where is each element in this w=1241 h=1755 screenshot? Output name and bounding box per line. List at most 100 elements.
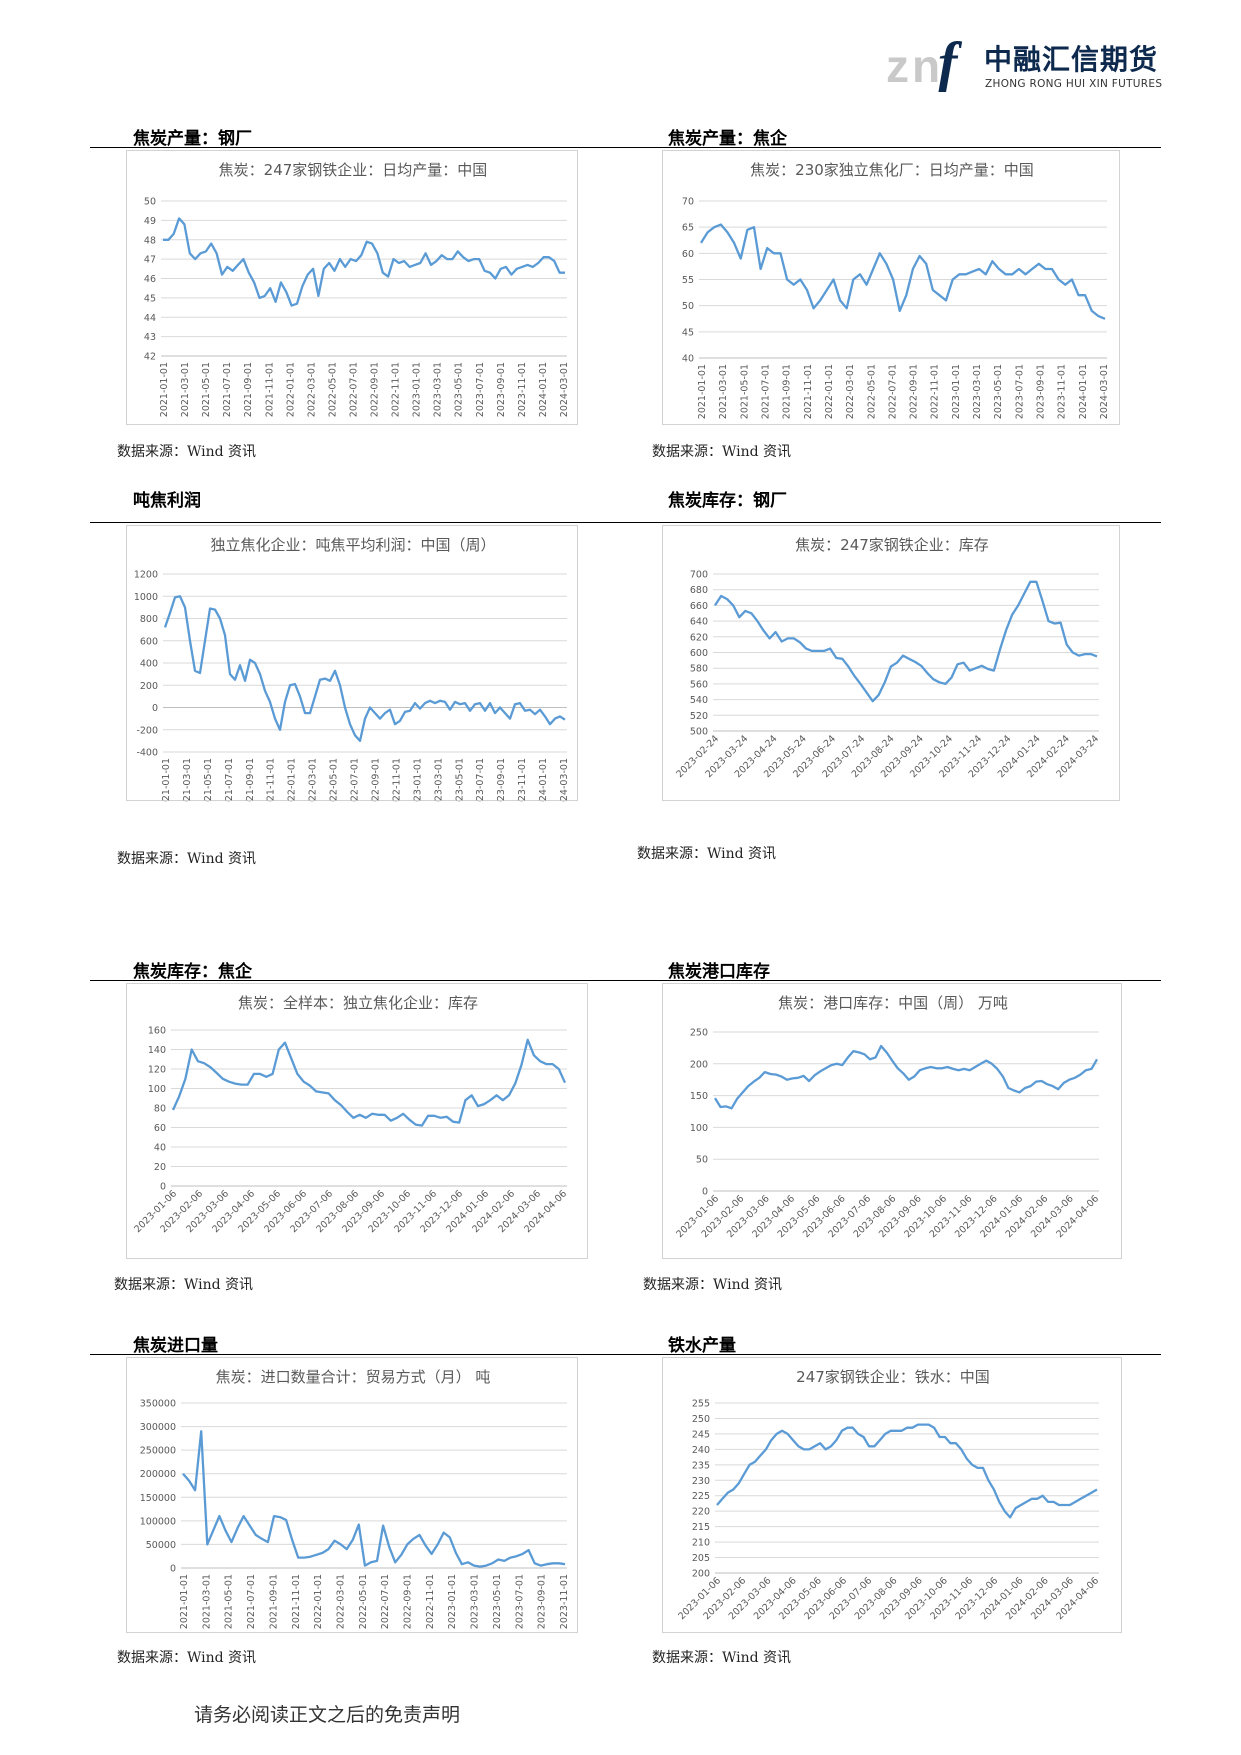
y-tick-label: 205 xyxy=(692,1553,710,1564)
y-tick-label: 42 xyxy=(144,352,156,363)
chart-coke-inventory-steel-mills: 焦炭：247家钢铁企业：库存 500 520 540 560 580 600 620 640 66… xyxy=(674,536,1101,780)
x-tick-label: 2024-01-01 xyxy=(538,758,549,802)
y-tick-label: 200 xyxy=(690,1059,708,1070)
section-title-coke-inventory-coking-plants: 焦炭库存：焦企 xyxy=(133,962,252,982)
x-tick-label: 2023-01-01 xyxy=(412,362,423,417)
y-tick-label: 200 xyxy=(140,681,158,692)
y-tick-label: 60 xyxy=(682,249,694,260)
y-tick-label: 240 xyxy=(692,1445,710,1456)
data-source-label: 数据来源：Wind 资讯 xyxy=(643,1277,783,1293)
y-tick-label: 120 xyxy=(148,1065,166,1076)
x-tick-label: 2023-05-01 xyxy=(454,758,465,802)
chart-coke-output-coking-plants: 焦炭：230家独立焦化厂：日均产量：中国 40 45 50 55 60 65 70 2021-0… xyxy=(682,161,1110,419)
y-tick-label: 210 xyxy=(692,1538,710,1549)
y-tick-label: 47 xyxy=(144,255,156,266)
x-tick-label: 2022-01-01 xyxy=(287,758,298,802)
y-tick-label: 50 xyxy=(144,197,156,208)
x-tick-label: 2023-05-01 xyxy=(492,1574,503,1629)
x-tick-label: 2022-03-01 xyxy=(306,362,317,417)
data-source-label: 数据来源：Wind 资讯 xyxy=(117,851,257,867)
y-tick-label: 80 xyxy=(154,1104,166,1115)
x-tick-label: 2023-11-01 xyxy=(517,758,528,802)
y-tick-label: 560 xyxy=(690,679,708,690)
x-tick-label: 2024-01-01 xyxy=(1078,364,1089,419)
x-tick-label: 2023-09-01 xyxy=(496,758,507,802)
y-tick-label: 400 xyxy=(140,659,158,670)
x-tick-label: 2022-11-01 xyxy=(391,758,402,802)
series-line xyxy=(163,217,565,307)
company-logo: z n f 中融汇信期货 ZHONG RONG HUI XIN FUTURES xyxy=(884,30,1174,95)
y-tick-label: 680 xyxy=(690,585,708,596)
x-tick-label: 2023-07-01 xyxy=(475,362,486,417)
x-tick-label: 2021-11-01 xyxy=(803,364,814,419)
y-tick-label: 600 xyxy=(690,648,708,659)
x-tick-label: 2021-01-01 xyxy=(161,758,172,802)
x-tick-label: 2022-09-01 xyxy=(370,758,381,802)
section-divider xyxy=(623,147,1161,148)
y-tick-label: 580 xyxy=(690,664,708,675)
y-tick-label: 100 xyxy=(690,1123,708,1134)
x-tick-label: 2022-05-01 xyxy=(358,1574,369,1629)
x-tick-label: 2023-03-01 xyxy=(972,364,983,419)
series-line xyxy=(163,595,566,743)
x-tick-label: 2023-11-01 xyxy=(1057,364,1068,419)
y-tick-label: 500 xyxy=(690,727,708,738)
y-tick-label: 55 xyxy=(682,275,694,286)
znf-logo-mark-icon: z n f xyxy=(886,30,963,95)
x-tick-label: 2023-07-01 xyxy=(514,1574,525,1629)
y-tick-label: 540 xyxy=(690,695,708,706)
y-tick-label: 640 xyxy=(690,617,708,628)
series-line xyxy=(182,1430,566,1568)
svg-text:z: z xyxy=(886,40,909,92)
x-tick-label: 2021-07-01 xyxy=(222,362,233,417)
chart-title: 独立焦化企业：吨焦平均利润：中国（周） xyxy=(210,536,495,554)
x-tick-label: 2022-01-01 xyxy=(824,364,835,419)
x-tick-label: 2023-05-01 xyxy=(454,362,465,417)
x-tick-label: 2023-07-01 xyxy=(475,758,486,802)
x-tick-label: 2022-09-01 xyxy=(370,362,381,417)
y-tick-label: 70 xyxy=(682,197,694,208)
y-tick-label: 250 xyxy=(690,1028,708,1039)
y-tick-label: 48 xyxy=(144,235,156,246)
x-tick-label: 2021-07-01 xyxy=(224,758,235,802)
y-tick-label: 200 xyxy=(692,1569,710,1580)
chart-title: 焦炭：进口数量合计：贸易方式（月） 吨 xyxy=(216,1368,491,1386)
series-line xyxy=(171,1038,567,1127)
y-tick-label: 49 xyxy=(144,216,156,227)
x-tick-label: 2021-03-01 xyxy=(718,364,729,419)
x-tick-label: 2021-03-01 xyxy=(201,1574,212,1629)
chart-panel: 焦炭：230家独立焦化厂：日均产量：中国 40 45 50 55 60 65 70 2021-0… xyxy=(662,150,1120,425)
y-tick-label: 100 xyxy=(148,1084,166,1095)
x-tick-label: 2021-01-01 xyxy=(159,362,170,417)
y-tick-label: 1200 xyxy=(134,570,158,581)
section-title-hot-metal-output: 铁水产量 xyxy=(668,1336,736,1356)
section-divider xyxy=(623,1354,1161,1355)
chart-title: 焦炭：247家钢铁企业：库存 xyxy=(795,536,989,554)
x-tick-label: 2022-09-01 xyxy=(909,364,920,419)
x-tick-label: 2024-03-01 xyxy=(559,758,570,802)
x-tick-label: 2022-07-01 xyxy=(350,758,361,802)
y-tick-label: 660 xyxy=(690,601,708,612)
data-source-label: 数据来源：Wind 资讯 xyxy=(637,846,777,862)
x-tick-label: 2021-11-01 xyxy=(291,1574,302,1629)
chart-title: 焦炭：全样本：独立焦化企业：库存 xyxy=(238,994,478,1012)
chart-panel: 焦炭：进口数量合计：贸易方式（月） 吨 0 50000 100000 150000 200… xyxy=(126,1357,578,1633)
y-tick-label: 215 xyxy=(692,1522,710,1533)
section-title-coke-port-inventory: 焦炭港口库存 xyxy=(668,962,770,982)
x-tick-label: 2023-11-01 xyxy=(517,362,528,417)
x-tick-label: 2024-01-01 xyxy=(538,362,549,417)
y-tick-label: 0 xyxy=(152,703,158,714)
y-tick-label: 600 xyxy=(140,636,158,647)
y-tick-label: 150000 xyxy=(140,1493,176,1504)
y-tick-label: 150 xyxy=(690,1091,708,1102)
x-tick-label: 2022-01-01 xyxy=(285,362,296,417)
y-tick-label: 800 xyxy=(140,614,158,625)
series-line xyxy=(714,580,1098,703)
y-tick-label: 20 xyxy=(154,1162,166,1173)
chart-title: 247家钢铁企业：铁水：中国 xyxy=(796,1368,990,1386)
x-tick-label: 2023-01-01 xyxy=(412,758,423,802)
svg-text:f: f xyxy=(938,30,963,92)
x-tick-label: 2022-07-01 xyxy=(380,1574,391,1629)
data-source-label: 数据来源：Wind 资讯 xyxy=(117,1650,257,1666)
y-tick-label: 50 xyxy=(696,1155,708,1166)
